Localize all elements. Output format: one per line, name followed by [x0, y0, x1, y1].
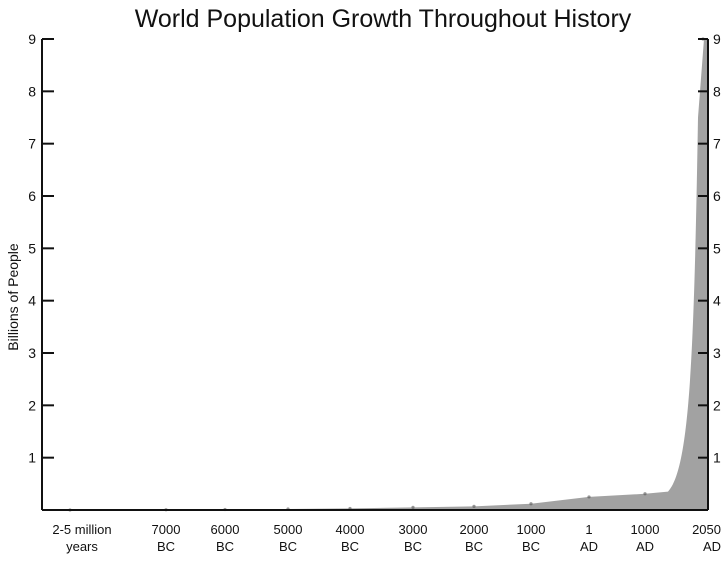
x-tick-label: BC — [341, 539, 359, 554]
y-tick-label: 1 — [28, 450, 36, 466]
x-tick-label: 2050 — [692, 522, 721, 537]
x-tick-label: 1000 — [517, 522, 546, 537]
right-tick-label: 8 — [713, 83, 721, 99]
data-point — [643, 492, 647, 496]
y-tick-label: 5 — [28, 240, 36, 256]
y-tick-label: 9 — [28, 31, 36, 47]
data-point — [472, 504, 476, 508]
y-tick-label: 8 — [28, 83, 36, 99]
data-point — [587, 495, 591, 499]
y-tick-label: 4 — [28, 293, 36, 309]
population-area — [42, 39, 707, 510]
y-tick-label: 6 — [28, 188, 36, 204]
right-tick-label: 1 — [713, 450, 721, 466]
x-tick-label: years — [66, 539, 98, 554]
x-tick-label: 7000 — [152, 522, 181, 537]
x-tick-label: AD — [703, 539, 721, 554]
axes — [41, 39, 709, 511]
data-point — [411, 505, 415, 509]
right-tick-label: 2 — [713, 397, 721, 413]
x-tick-label: 4000 — [336, 522, 365, 537]
x-tick-label: AD — [580, 539, 598, 554]
x-tick-label: BC — [279, 539, 297, 554]
right-tick-label: 5 — [713, 240, 721, 256]
x-tick-label: 3000 — [399, 522, 428, 537]
x-tick-label: BC — [465, 539, 483, 554]
x-tick-label: 1000 — [631, 522, 660, 537]
plot-area — [42, 37, 707, 512]
x-tick-label: BC — [404, 539, 422, 554]
x-tick-label: 2-5 million — [52, 522, 111, 537]
x-tick-label: BC — [157, 539, 175, 554]
data-point — [529, 502, 533, 506]
right-tick-label: 4 — [713, 293, 721, 309]
y-axis-ticks: 1 2 3 4 5 6 7 8 9 — [28, 31, 54, 466]
x-tick-label: BC — [216, 539, 234, 554]
x-tick-label: 6000 — [211, 522, 240, 537]
x-tick-label: AD — [636, 539, 654, 554]
y-tick-label: 7 — [28, 136, 36, 152]
right-tick-label: 3 — [713, 345, 721, 361]
x-tick-label: 1 — [585, 522, 592, 537]
x-axis-ticks: 2-5 million years 7000 BC 6000 BC 5000 BC 4000 BC… — [52, 522, 721, 554]
right-tick-label: 7 — [713, 136, 721, 152]
x-tick-label: 5000 — [274, 522, 303, 537]
y-tick-label: 3 — [28, 345, 36, 361]
y-tick-label: 2 — [28, 397, 36, 413]
chart-title: World Population Growth Throughout Histo… — [135, 5, 632, 33]
right-tick-label: 6 — [713, 188, 721, 204]
x-tick-label: BC — [522, 539, 540, 554]
right-axis-ticks: 1 2 3 4 5 6 7 8 9 — [698, 31, 721, 466]
x-tick-label: 2000 — [460, 522, 489, 537]
right-tick-label: 9 — [713, 31, 721, 47]
y-axis-label: Billions of People — [5, 243, 21, 351]
